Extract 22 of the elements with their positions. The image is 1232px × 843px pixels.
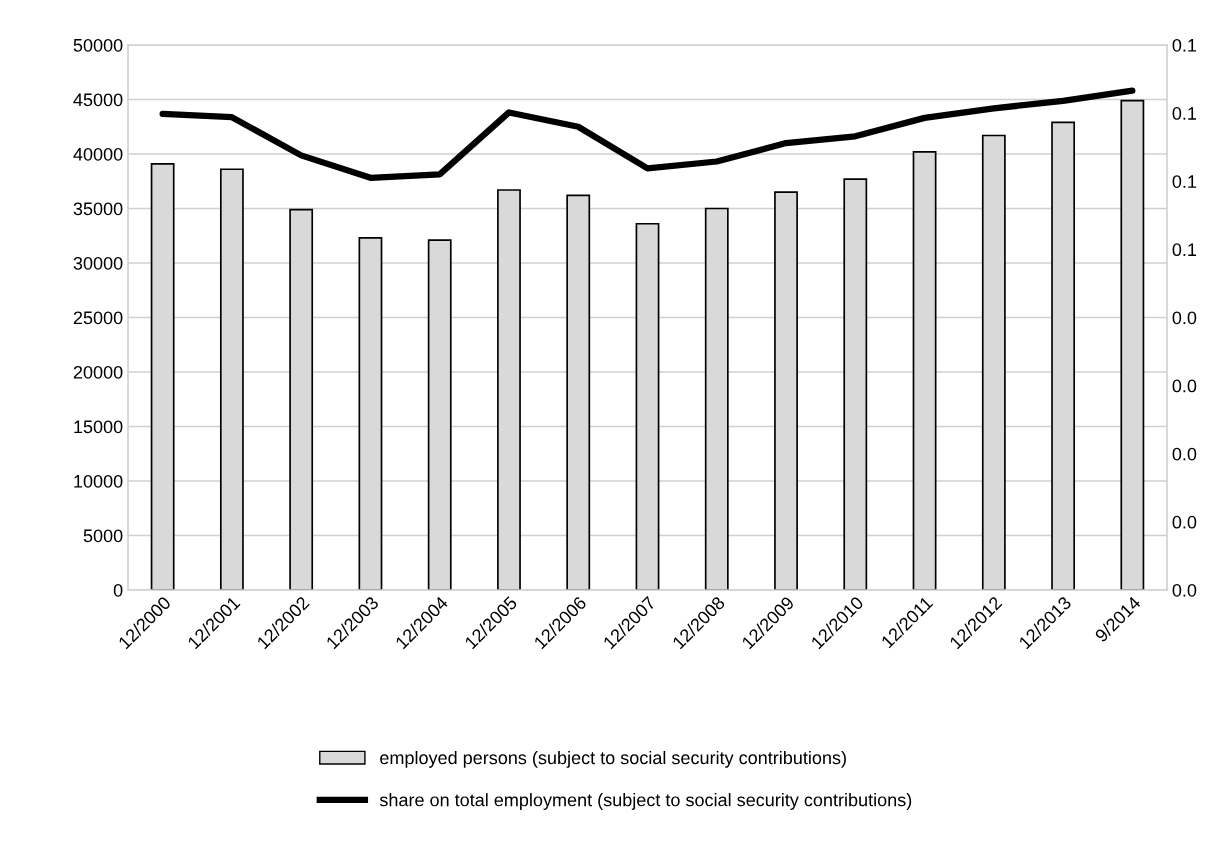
y2-tick-label: 0.1 bbox=[1172, 243, 1197, 257]
y-tick-label: 5000 bbox=[83, 529, 123, 543]
y-tick-label: 45000 bbox=[73, 93, 123, 107]
y-tick-label: 15000 bbox=[74, 420, 123, 434]
y2-tick-label: 0.0 bbox=[1172, 379, 1197, 393]
y2-tick-label: 0.1 bbox=[1172, 107, 1197, 120]
y2-tick-label: 0.0 bbox=[1172, 311, 1197, 325]
legend-label: share on total employment (subject to social security contributions) bbox=[379, 793, 912, 810]
y2-tick-label: 0.0 bbox=[1172, 583, 1197, 597]
legend-label: employed persons (subject to social security contributions) bbox=[380, 750, 846, 768]
y-tick-label: 25000 bbox=[73, 311, 123, 325]
y-tick-label: 0 bbox=[113, 583, 123, 597]
y2-tick-label: 0.1 bbox=[1172, 38, 1197, 52]
y-tick-label: 20000 bbox=[73, 365, 123, 379]
y-tick-label: 35000 bbox=[73, 202, 123, 216]
y2-tick-label: 0.0 bbox=[1172, 447, 1197, 461]
y2-tick-label: 0.0 bbox=[1172, 515, 1197, 529]
y2-tick-label: 0.1 bbox=[1172, 175, 1197, 188]
y-tick-label: 40000 bbox=[73, 147, 123, 161]
y-tick-label: 50000 bbox=[73, 38, 123, 52]
y-tick-label: 30000 bbox=[73, 256, 123, 270]
y-tick-label: 10000 bbox=[74, 474, 123, 488]
